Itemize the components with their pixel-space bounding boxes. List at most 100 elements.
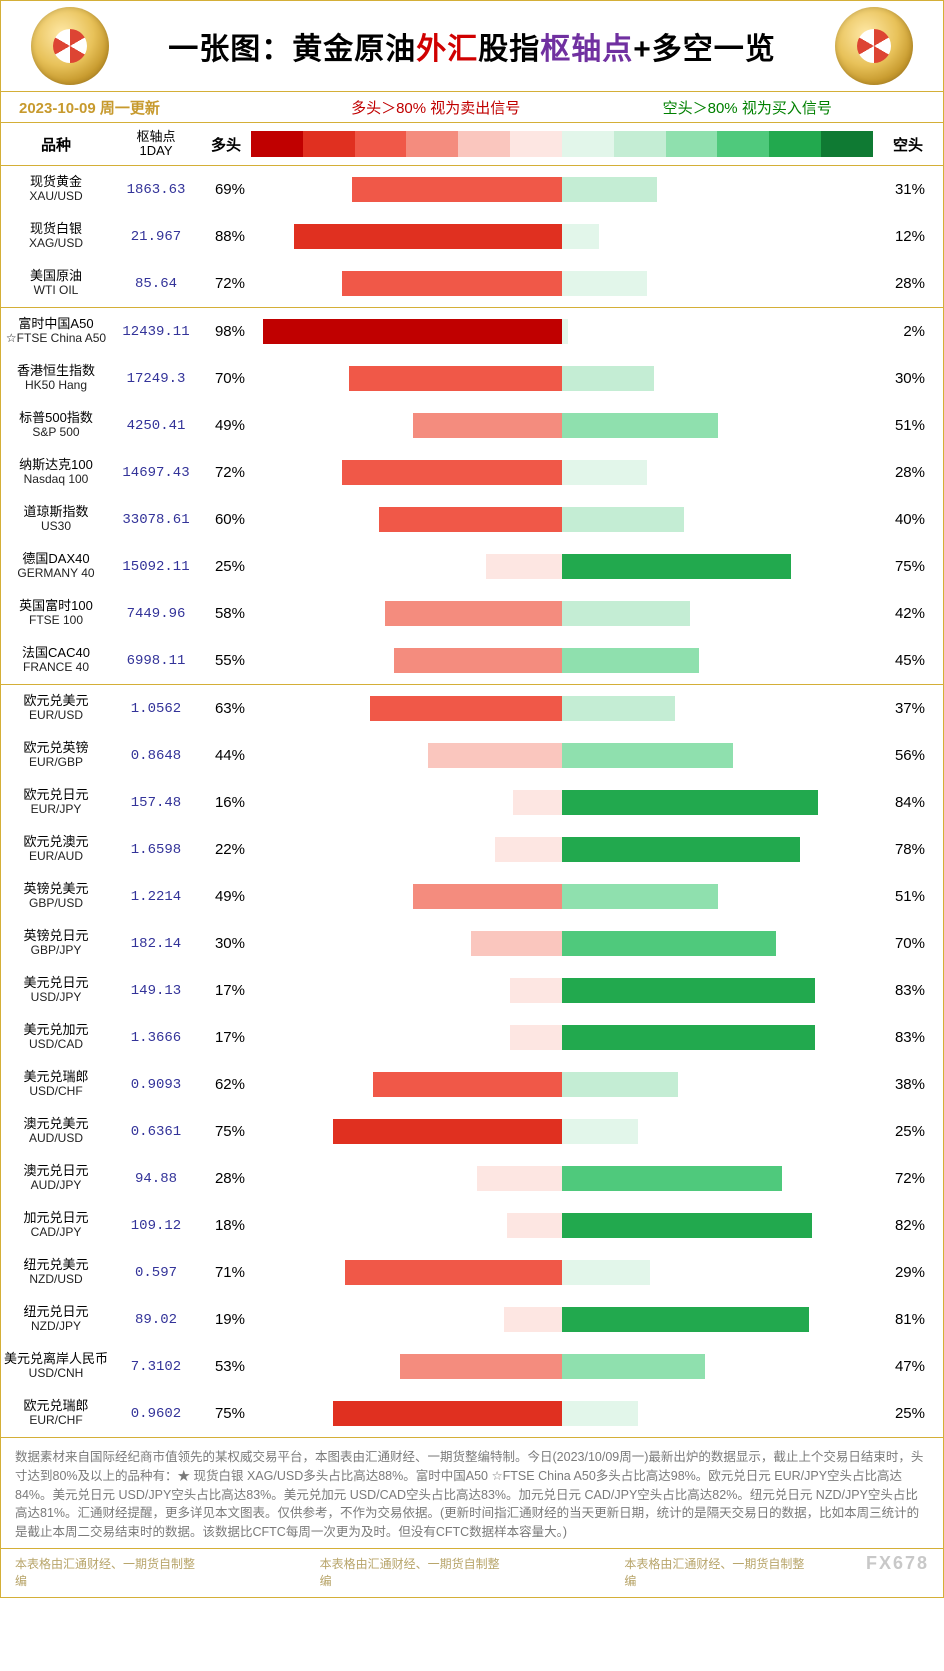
short-percent: 38% — [873, 1076, 943, 1093]
long-percent: 72% — [201, 275, 251, 292]
long-percent: 60% — [201, 511, 251, 528]
instrument-name: 现货白银XAG/USD — [1, 222, 111, 251]
pivot-value: 149.13 — [111, 983, 201, 999]
long-bar — [263, 319, 562, 344]
sentiment-bar — [251, 319, 873, 344]
pivot-value: 0.9093 — [111, 1077, 201, 1093]
table-row: 美元兑加元USD/CAD1.366617%83% — [1, 1014, 943, 1061]
long-percent: 75% — [201, 1405, 251, 1422]
col-pivot-l2: 1DAY — [111, 144, 201, 158]
instrument-name: 欧元兑英镑EUR/GBP — [1, 741, 111, 770]
pivot-value: 0.597 — [111, 1265, 201, 1281]
short-bar — [562, 837, 800, 862]
short-bar — [562, 648, 699, 673]
short-bar — [562, 743, 733, 768]
long-bar — [510, 978, 562, 1003]
legend-buy: 空头＞80% 视为买入信号 — [663, 97, 832, 118]
short-bar — [562, 884, 718, 909]
sentiment-bar — [251, 271, 873, 296]
date-legend-row: 2023-10-09 周一更新 多头＞80% 视为卖出信号 空头＞80% 视为买… — [1, 91, 943, 123]
instrument-name: 道琼斯指数US30 — [1, 505, 111, 534]
short-percent: 47% — [873, 1358, 943, 1375]
table-row: 富时中国A50☆FTSE China A5012439.1198%2% — [1, 308, 943, 355]
short-percent: 28% — [873, 464, 943, 481]
short-percent: 51% — [873, 888, 943, 905]
table-row: 欧元兑瑞郎EUR/CHF0.960275%25% — [1, 1390, 943, 1437]
section: 富时中国A50☆FTSE China A5012439.1198%2%香港恒生指… — [1, 308, 943, 685]
pivot-value: 1.2214 — [111, 889, 201, 905]
sentiment-bar — [251, 696, 873, 721]
chart-container: 一张图：黄金原油外汇股指枢轴点+多空一览 2023-10-09 周一更新 多头＞… — [0, 0, 944, 1598]
column-header: 品种 枢轴点 1DAY 多头 空头 — [1, 123, 943, 166]
instrument-name: 富时中国A50☆FTSE China A50 — [1, 317, 111, 346]
short-bar — [562, 1025, 815, 1050]
col-short: 空头 — [873, 134, 943, 155]
table-row: 纽元兑美元NZD/USD0.59771%29% — [1, 1249, 943, 1296]
sentiment-bar — [251, 790, 873, 815]
update-date: 2023-10-09 周一更新 — [1, 97, 160, 118]
pivot-value: 7449.96 — [111, 606, 201, 622]
watermark: FX678 — [866, 1553, 929, 1574]
pivot-value: 85.64 — [111, 276, 201, 292]
header: 一张图：黄金原油外汇股指枢轴点+多空一览 — [1, 1, 943, 91]
instrument-name: 欧元兑瑞郎EUR/CHF — [1, 1399, 111, 1428]
short-bar — [562, 413, 718, 438]
sentiment-bar — [251, 837, 873, 862]
legend-sell: 多头＞80% 视为卖出信号 — [351, 97, 520, 118]
short-bar — [562, 1401, 638, 1426]
table-row: 欧元兑日元EUR/JPY157.4816%84% — [1, 779, 943, 826]
long-percent: 17% — [201, 1029, 251, 1046]
long-bar — [486, 554, 562, 579]
sentiment-bar — [251, 931, 873, 956]
short-percent: 78% — [873, 841, 943, 858]
gradient-swatch — [303, 131, 355, 157]
long-bar — [513, 790, 562, 815]
credit-row: 本表格由汇通财经、一期货自制整编 本表格由汇通财经、一期货自制整编 本表格由汇通… — [1, 1549, 943, 1597]
short-percent: 70% — [873, 935, 943, 952]
instrument-name: 英镑兑日元GBP/JPY — [1, 929, 111, 958]
long-percent: 25% — [201, 558, 251, 575]
emblem-icon — [835, 7, 913, 85]
pivot-value: 6998.11 — [111, 653, 201, 669]
long-bar — [370, 696, 562, 721]
short-percent: 2% — [873, 323, 943, 340]
long-percent: 70% — [201, 370, 251, 387]
long-bar — [413, 413, 562, 438]
table-row: 英镑兑美元GBP/USD1.221449%51% — [1, 873, 943, 920]
short-percent: 37% — [873, 700, 943, 717]
sentiment-bar — [251, 1166, 873, 1191]
long-bar — [333, 1119, 562, 1144]
short-bar — [562, 554, 791, 579]
instrument-name: 澳元兑美元AUD/USD — [1, 1117, 111, 1146]
instrument-name: 标普500指数S&P 500 — [1, 411, 111, 440]
table-row: 欧元兑澳元EUR/AUD1.659822%78% — [1, 826, 943, 873]
credit-text: 本表格由汇通财经、一期货自制整编 — [15, 1555, 200, 1589]
short-bar — [562, 224, 599, 249]
instrument-name: 美元兑瑞郎USD/CHF — [1, 1070, 111, 1099]
page-title: 一张图：黄金原油外汇股指枢轴点+多空一览 — [168, 24, 776, 68]
instrument-name: 纽元兑美元NZD/USD — [1, 1258, 111, 1287]
long-percent: 62% — [201, 1076, 251, 1093]
table-row: 现货黄金XAU/USD1863.6369%31% — [1, 166, 943, 213]
short-bar — [562, 319, 568, 344]
short-percent: 31% — [873, 181, 943, 198]
short-percent: 72% — [873, 1170, 943, 1187]
instrument-name: 法国CAC40FRANCE 40 — [1, 646, 111, 675]
long-percent: 53% — [201, 1358, 251, 1375]
pivot-value: 14697.43 — [111, 465, 201, 481]
long-percent: 71% — [201, 1264, 251, 1281]
title-plus: + — [633, 33, 652, 66]
long-bar — [477, 1166, 562, 1191]
long-bar — [510, 1025, 562, 1050]
gradient-legend — [251, 131, 873, 157]
short-bar — [562, 1213, 812, 1238]
short-percent: 81% — [873, 1311, 943, 1328]
sentiment-bar — [251, 743, 873, 768]
pivot-value: 0.9602 — [111, 1406, 201, 1422]
gradient-swatch — [821, 131, 873, 157]
sentiment-bar — [251, 1307, 873, 1332]
table-row: 澳元兑日元AUD/JPY94.8828%72% — [1, 1155, 943, 1202]
pivot-value: 109.12 — [111, 1218, 201, 1234]
title-seg4: 枢轴点 — [540, 33, 633, 66]
long-bar — [379, 507, 562, 532]
